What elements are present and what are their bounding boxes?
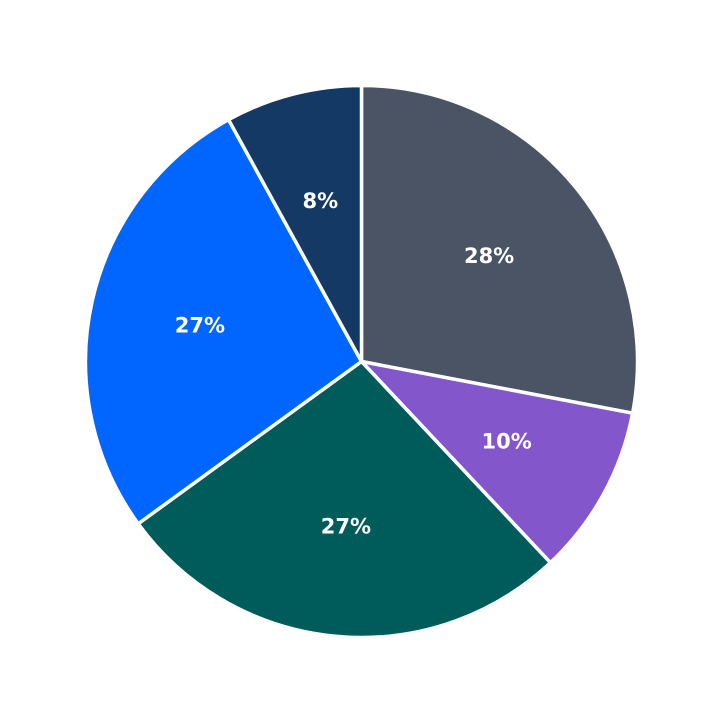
slice-label-2: 10% (481, 429, 531, 453)
pie-slice-4 (83, 117, 364, 526)
pie-slice-1 (359, 83, 640, 415)
pie-slice-5 (226, 83, 364, 364)
slice-label-3: 27% (321, 514, 371, 538)
slices-layer (83, 83, 640, 640)
pie-slice-3 (136, 359, 553, 640)
slice-label-4: 27% (175, 313, 225, 337)
slice-label-1: 28% (464, 244, 514, 268)
labels-layer: 28% 10% 27% 27% 8% (175, 189, 532, 538)
pie-slice-2 (359, 359, 635, 565)
slice-label-5: 8% (302, 189, 338, 213)
